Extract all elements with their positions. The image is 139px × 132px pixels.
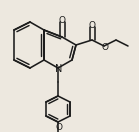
- Text: O: O: [59, 16, 65, 25]
- Text: N: N: [55, 64, 63, 74]
- Text: O: O: [101, 43, 109, 51]
- Text: O: O: [89, 22, 95, 30]
- Text: O: O: [55, 124, 63, 132]
